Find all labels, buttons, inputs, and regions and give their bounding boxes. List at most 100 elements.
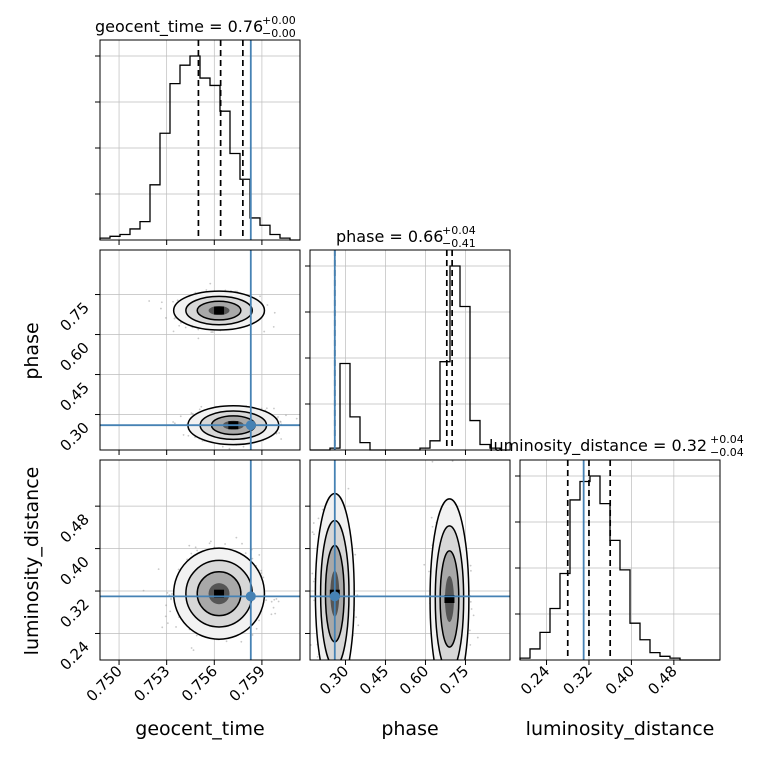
sample-point: [179, 415, 182, 418]
xtick-label-phase-0: 0.30: [316, 662, 352, 698]
sample-point: [316, 655, 319, 658]
truth-marker-phase-vs-luminosity-distance: [329, 591, 340, 602]
sample-point: [205, 289, 208, 291]
sample-point: [305, 512, 307, 514]
sample-point: [270, 600, 273, 603]
xtick-label-geocent-time-0: 0.750: [83, 662, 126, 705]
sample-point: [462, 662, 464, 664]
gridlines: [100, 40, 720, 660]
sample-point: [210, 331, 213, 334]
sample-point: [260, 572, 263, 574]
sample-point: [172, 421, 175, 423]
sample-point: [224, 543, 227, 545]
ytick-label-phase-1: 0.45: [56, 379, 92, 415]
sample-point: [197, 328, 200, 331]
sample-point: [173, 317, 176, 320]
sample-point: [468, 629, 471, 632]
sample-point: [259, 295, 261, 298]
sample-point: [192, 649, 195, 652]
sample-point: [211, 331, 214, 333]
sample-point: [190, 647, 193, 649]
sample-point: [184, 326, 187, 329]
panel-title-phase: phase = 0.66 +0.04 −0.41: [336, 224, 476, 250]
sample-point: [208, 542, 211, 545]
sample-point: [336, 691, 338, 693]
sample-point: [273, 598, 276, 601]
sample-point: [313, 599, 315, 602]
sample-point: [196, 549, 199, 552]
sample-point: [326, 662, 328, 664]
ylabel-luminosity-distance: luminosity_distance: [21, 467, 43, 656]
sample-point: [312, 580, 315, 583]
frame-hist-geocent-time: [99, 39, 301, 241]
truth-lines: [100, 40, 585, 660]
sample-point: [242, 445, 245, 448]
frame-geocent-time-vs-luminosity-distance: [99, 459, 301, 661]
density-peak-phase-vs-luminosity-distance-1: [444, 594, 455, 603]
sample-point: [188, 544, 191, 547]
sample-point: [182, 434, 185, 436]
xlabel-luminosity-distance: luminosity_distance: [526, 718, 715, 740]
sample-point: [228, 447, 231, 450]
sample-point: [173, 422, 176, 425]
sample-point: [469, 644, 472, 646]
sample-point: [201, 439, 204, 442]
sample-point: [190, 412, 193, 415]
sample-point: [270, 613, 273, 616]
sample-point: [170, 598, 172, 601]
sample-point: [251, 634, 254, 636]
xtick-label-phase-3: 0.75: [436, 662, 472, 698]
title-geocent-time-minus: −0.00: [262, 27, 296, 40]
sample-point: [311, 531, 314, 534]
sample-point: [255, 627, 258, 630]
sample-point: [198, 408, 201, 411]
sample-point: [470, 608, 473, 610]
sample-point: [440, 661, 442, 663]
sample-point: [320, 674, 322, 676]
xtick-label-luminosity-distance-1: 0.32: [559, 662, 595, 698]
sample-point: [317, 517, 320, 520]
ytick-label-luminosity-distance-0: 0.24: [56, 638, 92, 674]
sample-point: [263, 330, 266, 333]
panel-title-geocent-time: geocent_time = 0.76 +0.00 −0.00: [95, 14, 296, 40]
sample-point: [469, 600, 472, 603]
sample-point: [333, 661, 335, 663]
sample-point: [178, 324, 181, 327]
sample-point: [225, 640, 228, 643]
hist-phase: [310, 265, 510, 451]
sample-point: [164, 317, 167, 319]
sample-point: [161, 626, 164, 629]
sample-point: [221, 457, 223, 459]
sample-point: [472, 614, 475, 617]
sample-point: [279, 421, 282, 423]
hist-geocent-time: [99, 55, 300, 241]
sample-point: [449, 716, 451, 718]
density-peak-geocent-time-vs-luminosity-distance-0: [214, 589, 225, 598]
xtick-label-luminosity-distance-2: 0.40: [602, 662, 638, 698]
density-layer: [142, 282, 479, 718]
sample-point: [463, 663, 465, 665]
sample-point: [166, 622, 169, 625]
sample-point: [431, 525, 434, 528]
frame-hist-phase: [309, 249, 511, 451]
sample-point: [436, 673, 438, 675]
sample-point: [272, 606, 275, 609]
sample-point: [423, 563, 426, 566]
sample-point: [200, 405, 203, 408]
sample-point: [166, 591, 169, 594]
xtick-label-geocent-time-3: 0.759: [226, 662, 269, 705]
sample-point: [177, 568, 180, 571]
sample-point: [148, 300, 151, 302]
ytick-label-phase-2: 0.60: [56, 339, 92, 375]
sample-point: [171, 593, 173, 595]
sample-point: [197, 337, 200, 340]
sample-point: [451, 460, 454, 462]
sample-point: [446, 662, 448, 664]
sample-point: [194, 546, 197, 549]
sample-point: [305, 651, 307, 653]
sample-point: [274, 612, 277, 615]
sample-point: [428, 570, 430, 573]
ytick-label-luminosity-distance-3: 0.48: [56, 510, 92, 546]
sample-point: [277, 416, 279, 418]
